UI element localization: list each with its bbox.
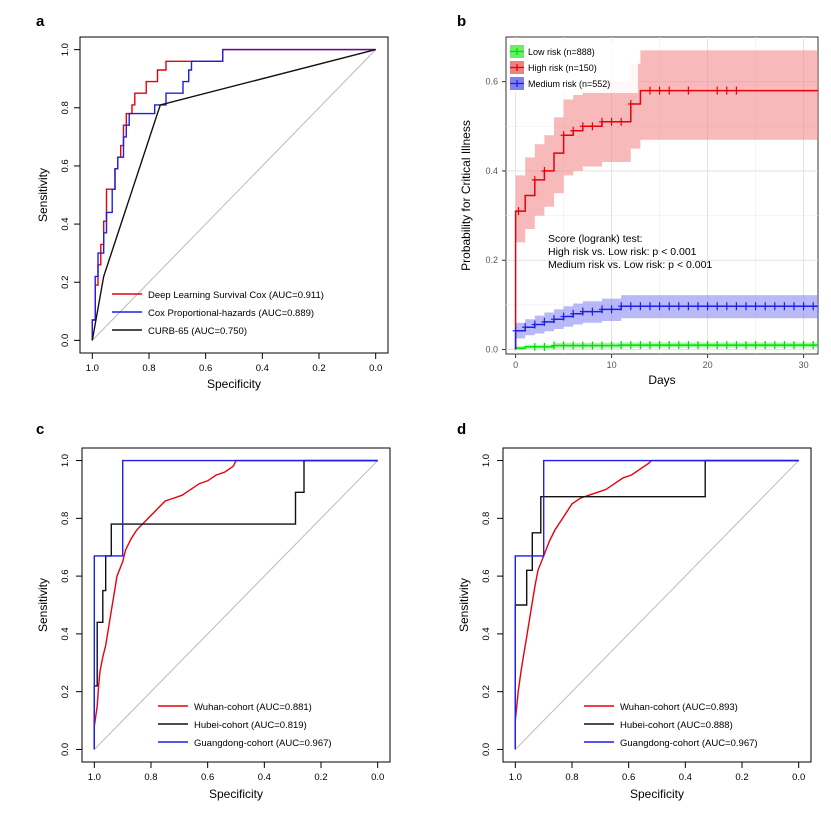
legend: Deep Learning Survival Cox (AUC=0.911) Co… [112,290,324,337]
legend-entry: Hubei-cohort (AUC=0.819) [194,720,307,731]
x-tick-label: 0 [513,360,518,370]
y-tick-label: 0.4 [60,217,71,230]
y-tick-label: 0.4 [60,627,71,640]
km-plot-b: 0 10 20 30 0.0 0.2 0.4 0.6 Days Probability for C… [459,36,819,387]
legend-entry: Low risk (n=888) [528,47,595,57]
legend-entry: Deep Learning Survival Cox (AUC=0.911) [148,290,324,301]
y-tick-label: 0.8 [481,512,492,525]
roc-curve [91,48,376,341]
y-tick-label: 1.0 [60,454,71,467]
x-tick-label: 0.2 [735,772,748,783]
y-tick-label: 0.2 [481,685,492,698]
logrank-annotation: High risk vs. Low risk: p < 0.001 [548,246,697,258]
x-tick-label: 0.0 [369,363,382,374]
y-tick-label: 0.0 [485,345,498,355]
x-tick-label: 30 [799,360,809,370]
plot-frame [81,447,391,763]
y-tick-label: 0.8 [60,512,71,525]
legend: Wuhan-cohort (AUC=0.881) Hubei-cohort (AU… [158,702,332,749]
legend: Low risk (n=888) High risk (n=150) Medium … [508,41,638,93]
x-tick-label: 10 [607,360,617,370]
y-tick-label: 0.0 [481,743,492,756]
roc-curve [514,459,799,750]
y-tick-label: 0.2 [60,276,71,289]
y-axis-label: Sensitivity [36,168,50,222]
y-axis-label: Probability for Critical Illness [459,120,473,271]
y-tick-label: 0.6 [60,570,71,583]
roc-curve [514,459,799,750]
panel-label-a: a [36,13,45,30]
x-tick-label: 0.4 [679,772,692,783]
logrank-annotation: Medium risk vs. Low risk: p < 0.001 [548,259,712,271]
y-tick-label: 1.0 [481,454,492,467]
legend-entry: Medium risk (n=552) [528,79,610,89]
y-tick-label: 0.4 [481,627,492,640]
y-axis-label: Sensitivity [457,578,471,632]
x-axis-label: Specificity [207,377,261,391]
x-axis-label: Specificity [630,787,684,801]
x-tick-label: 0.8 [565,772,578,783]
panel-label-d: d [457,421,466,438]
x-tick-label: 0.0 [792,772,805,783]
y-tick-label: 0.2 [60,685,71,698]
y-tick-label: 0.2 [485,255,498,265]
y-tick-label: 0.6 [485,77,498,87]
x-tick-label: 1.0 [509,772,522,783]
x-tick-label: 0.4 [256,363,269,374]
legend-entry: Wuhan-cohort (AUC=0.893) [620,702,738,713]
roc-plot-d: 1.0 0.8 0.6 0.4 0.2 0.0 0.0 0.2 0.4 0.6 0.8 1.0 Spec… [457,447,812,801]
y-tick-label: 0.8 [60,101,71,114]
x-tick-label: 0.4 [258,772,271,783]
reference-diagonal [514,460,800,750]
legend-entry: Guangdong-cohort (AUC=0.967) [194,738,332,749]
roc-plot-c: 1.0 0.8 0.6 0.4 0.2 0.0 0.0 0.2 0.4 0.6 0.8 1.0 Spec… [36,447,391,801]
roc-curve [514,459,799,750]
y-tick-label: 0.4 [485,166,498,176]
x-tick-label: 0.0 [371,772,384,783]
logrank-annotation: Score (logrank) test: [548,233,643,245]
legend-entry: Cox Proportional-hazards (AUC=0.889) [148,308,314,319]
roc-curve [91,48,376,341]
x-axis-label: Specificity [209,787,263,801]
plot-frame [502,447,812,763]
y-tick-label: 0.6 [481,570,492,583]
legend-entry: High risk (n=150) [528,63,597,73]
y-tick-label: 0.6 [60,159,71,172]
x-tick-label: 0.6 [199,363,212,374]
confidence-band [515,50,818,243]
y-axis-label: Sensitivity [36,578,50,632]
roc-curve [93,459,378,750]
reference-diagonal [93,460,379,750]
x-tick-label: 20 [703,360,713,370]
y-tick-label: 1.0 [60,43,71,56]
roc-plot-a: 1.0 0.8 0.6 0.4 0.2 0.0 0.0 0.2 0.4 0.6 0.8 1.0 Spec… [36,36,389,391]
x-axis-label: Days [648,373,675,387]
y-tick-label: 0.0 [60,334,71,347]
x-tick-label: 0.2 [312,363,325,374]
x-tick-label: 0.8 [142,363,155,374]
plot-frame [79,36,389,354]
legend-background [508,41,638,93]
panel-label-c: c [36,421,44,438]
legend-entry: Wuhan-cohort (AUC=0.881) [194,702,312,713]
legend: Wuhan-cohort (AUC=0.893) Hubei-cohort (AU… [584,702,758,749]
x-tick-label: 1.0 [86,363,99,374]
reference-diagonal [91,49,377,341]
x-tick-label: 0.6 [622,772,635,783]
roc-curve [91,48,376,341]
roc-curve [93,459,378,750]
y-tick-label: 0.0 [60,743,71,756]
x-tick-label: 1.0 [88,772,101,783]
legend-entry: Guangdong-cohort (AUC=0.967) [620,738,758,749]
confidence-band [515,342,818,350]
x-tick-label: 0.6 [201,772,214,783]
legend-entry: CURB-65 (AUC=0.750) [148,326,247,337]
x-tick-label: 0.8 [144,772,157,783]
legend-entry: Hubei-cohort (AUC=0.888) [620,720,733,731]
panel-label-b: b [457,13,466,30]
x-tick-label: 0.2 [314,772,327,783]
